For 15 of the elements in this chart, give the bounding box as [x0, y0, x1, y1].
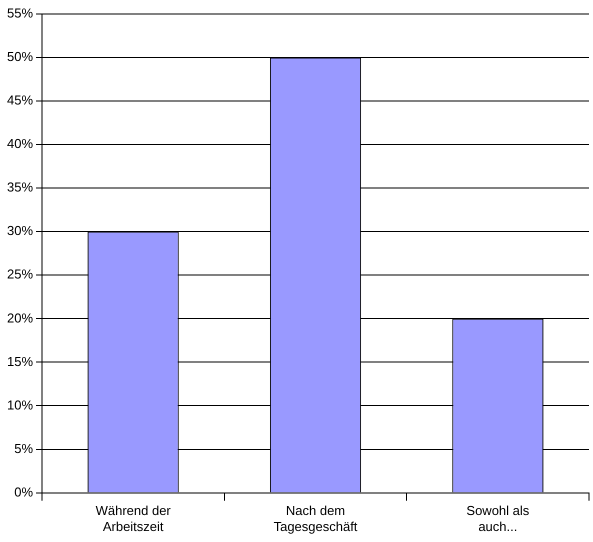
x-tick-label: Nach dem Tagesgeschäft — [274, 503, 358, 534]
y-tick-label: 10% — [6, 397, 34, 412]
y-tick-label: 50% — [6, 49, 34, 64]
x-tick-label: Sowohl als auch... — [466, 503, 530, 534]
y-tick-label: 25% — [6, 266, 34, 282]
y-tick-label: 15% — [6, 354, 34, 369]
y-tick-label: 40% — [6, 136, 34, 152]
y-tick-label: 5% — [14, 440, 34, 456]
x-tick-label: Während der Arbeitszeit — [96, 503, 172, 534]
y-tick-label: 35% — [6, 180, 34, 195]
y-tick-label: 20% — [6, 310, 34, 326]
y-tick-label: 30% — [6, 223, 34, 238]
y-tick-label: 0% — [14, 484, 34, 500]
y-tick-label: 55% — [6, 6, 34, 21]
y-tick-label: 45% — [6, 92, 34, 108]
